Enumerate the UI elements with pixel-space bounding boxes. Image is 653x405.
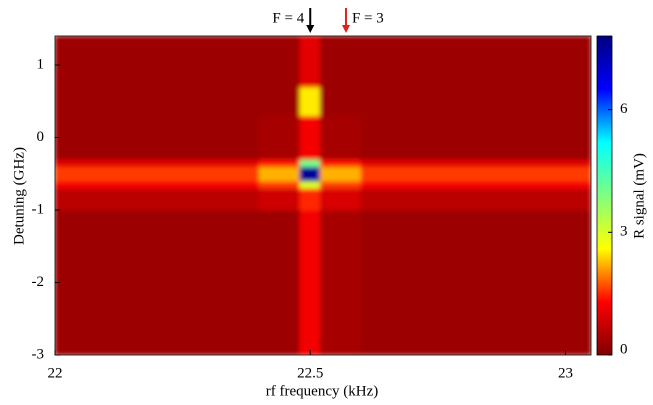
- heatmap-cell: [55, 187, 260, 211]
- heatmap-cell: [319, 36, 362, 88]
- y-tick-label: 0: [37, 129, 45, 145]
- heatmap-cell: [55, 209, 260, 355]
- heatmap-cell: [319, 180, 362, 189]
- colorbar-tick-label: 0: [620, 341, 628, 357]
- y-tick-label: -2: [32, 274, 45, 290]
- colorbar-label: R signal (mV): [631, 153, 647, 239]
- y-tick-label: 1: [37, 56, 45, 72]
- heatmap-cell: [319, 115, 362, 160]
- x-tick-label: 22: [48, 365, 63, 381]
- heatmap-cell: [258, 166, 301, 182]
- x-tick-label: 22.5: [297, 365, 323, 381]
- heatmap-cell: [55, 166, 260, 182]
- heatmap-cell: [258, 115, 301, 160]
- heatmap-cell: [55, 86, 260, 117]
- colorbar: [596, 35, 613, 356]
- heatmap-cell: [55, 115, 260, 160]
- y-tick-label: -1: [32, 201, 45, 217]
- heatmap-cell: [360, 158, 591, 167]
- heatmap-cell: [258, 187, 301, 211]
- heatmap-cell: [319, 86, 362, 117]
- heatmap-cell: [258, 180, 301, 189]
- heatmap-cell: [360, 115, 591, 160]
- plot-frame: [54, 35, 592, 356]
- heatmap-cell: [360, 36, 591, 88]
- heatmap-cell: [258, 158, 301, 167]
- heatmap-cell: [360, 86, 591, 117]
- annotation-text: F = 3: [352, 10, 384, 26]
- heatmap: [55, 36, 591, 355]
- heatmap-cell: [319, 166, 362, 182]
- y-tick-label: -3: [32, 346, 45, 362]
- heatmap-cell: [55, 36, 260, 88]
- x-tick-label: 23: [558, 365, 573, 381]
- colorbar-tick-label: 6: [620, 101, 628, 117]
- annotation-arrowhead: [341, 25, 350, 33]
- heatmap-cell: [55, 180, 260, 189]
- heatmap-cell: [299, 158, 321, 167]
- annotation-arrowhead: [306, 25, 315, 33]
- heatmap-cell: [299, 180, 321, 189]
- heatmap-cell: [299, 36, 321, 88]
- heatmap-cell: [55, 158, 260, 167]
- heatmap-cell: [299, 166, 321, 182]
- y-axis-label: Detuning (GHz): [11, 147, 27, 245]
- heatmap-cell: [299, 86, 321, 117]
- heatmap-cell: [360, 187, 591, 211]
- heatmap-cell: [299, 115, 321, 160]
- x-axis-label: rf frequency (kHz): [266, 383, 378, 399]
- heatmap-cell: [258, 86, 301, 117]
- heatmap-cell: [360, 209, 591, 355]
- colorbar-tick-label: 3: [620, 224, 628, 240]
- heatmap-cell: [360, 166, 591, 182]
- heatmap-cell: [299, 187, 321, 211]
- heatmap-cell: [299, 209, 321, 355]
- heatmap-cell: [319, 209, 362, 355]
- heatmap-cell: [319, 158, 362, 167]
- annotation-text: F = 4: [272, 10, 304, 26]
- heatmap-cell: [258, 36, 301, 88]
- heatmap-cell: [319, 187, 362, 211]
- heatmap-cell: [360, 180, 591, 189]
- heatmap-cell: [258, 209, 301, 355]
